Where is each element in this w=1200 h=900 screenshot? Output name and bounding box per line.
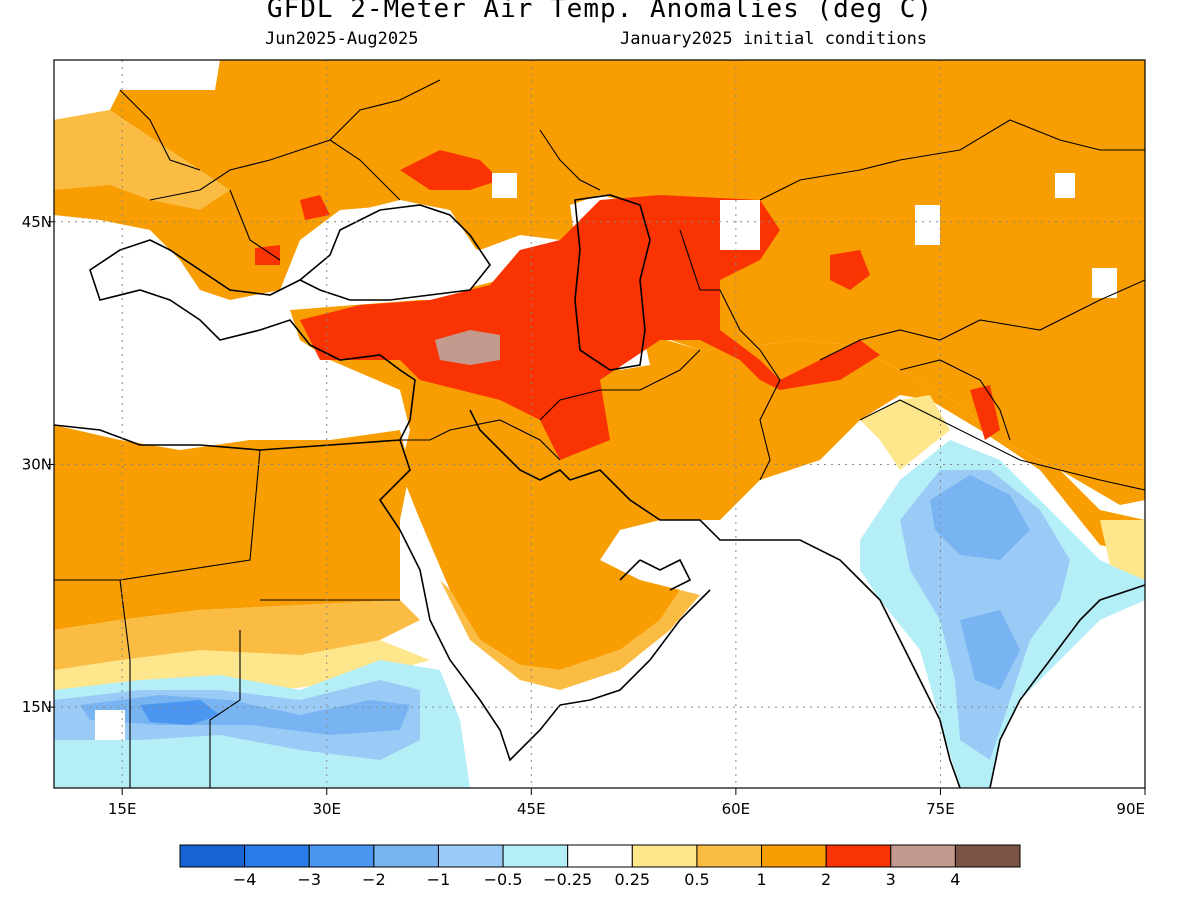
colorbar-swatch (631, 844, 698, 868)
forecast-period: Jun2025-Aug2025 (265, 29, 419, 49)
colorbar-swatch (308, 844, 375, 868)
colorbar-swatch (502, 844, 569, 868)
light-warm-region (54, 110, 230, 210)
colorbar: −4 −3 −2 −1 −0.5 −0.25 0.25 0.5 1 2 3 4 (179, 844, 1021, 889)
x-axis: 15E 30E 45E 60E 75E 90E (108, 788, 1146, 818)
colorbar-label: −0.25 (543, 870, 592, 889)
map-frame (53, 59, 1146, 789)
colorbar-label: 3 (886, 870, 896, 889)
colorbar-swatch (437, 844, 504, 868)
x-tick-label: 60E (722, 800, 751, 818)
colorbar-swatch (696, 844, 763, 868)
y-tick-label: 15N (22, 698, 52, 716)
borders (54, 79, 1145, 788)
colorbar-swatch (954, 844, 1021, 868)
x-tick-label: 15E (108, 800, 137, 818)
colorbar-label: 2 (821, 870, 831, 889)
colorbar-label: −3 (297, 870, 321, 889)
colorbar-label: 4 (950, 870, 960, 889)
y-tick-label: 30N (22, 455, 52, 473)
colorbar-label: 0.25 (614, 870, 650, 889)
anomaly-field (54, 60, 1145, 788)
colorbar-swatch (179, 844, 246, 868)
gridlines (54, 60, 1145, 788)
colorbar-label: 0.5 (684, 870, 709, 889)
initial-conditions: January2025 initial conditions (620, 29, 928, 49)
colorbar-swatch (761, 844, 827, 868)
x-tick-label: 30E (312, 800, 341, 818)
hot-region (300, 195, 880, 460)
y-axis: 15N 30N 45N (22, 213, 54, 716)
x-tick-label: 75E (926, 800, 955, 818)
colorbar-label: −4 (233, 870, 257, 889)
colorbar-label: −0.5 (484, 870, 523, 889)
colorbar-swatch (890, 844, 956, 868)
y-tick-label: 45N (22, 213, 52, 231)
colorbar-label: −2 (362, 870, 386, 889)
colorbar-swatch (567, 844, 633, 868)
colorbar-swatch (244, 844, 310, 868)
very-hot-region (435, 330, 500, 365)
warm-region (54, 425, 410, 630)
x-tick-label: 45E (517, 800, 546, 818)
map-title: GFDL 2-Meter Air Temp. Anomalies (deg C) (266, 0, 934, 24)
colorbar-label: −1 (427, 870, 451, 889)
x-tick-label: 90E (1116, 800, 1145, 818)
coastlines (54, 194, 1145, 788)
colorbar-swatch (825, 844, 892, 868)
colorbar-label: 1 (756, 870, 766, 889)
colorbar-swatch (373, 844, 439, 868)
